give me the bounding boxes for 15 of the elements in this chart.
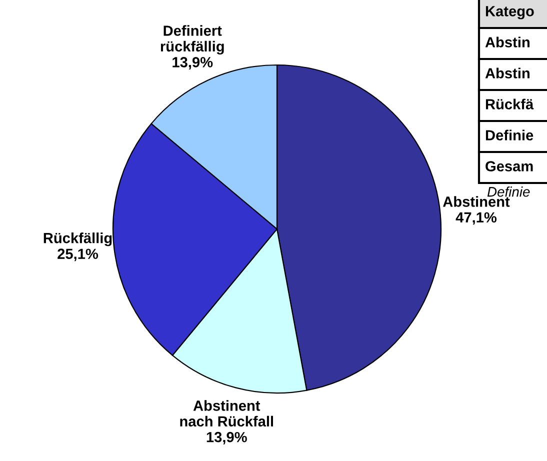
data-label: 25,1% (58, 248, 98, 262)
text: Katego (486, 6, 534, 20)
text: Definie (486, 130, 534, 140)
text: Gesam (486, 161, 533, 172)
slice-label: Abstinent nach Rückfall (180, 400, 274, 427)
slice-label: Abstinent (442, 196, 510, 207)
slice-label: Definiert rückfällig (160, 25, 224, 55)
data-label: 13,9% (172, 57, 213, 70)
data-label: 13,9% (206, 432, 247, 444)
text: Rückfä (486, 98, 534, 110)
data-label: 47,1% (456, 212, 497, 225)
text: Definie (487, 186, 530, 197)
text: Abstin (485, 36, 530, 48)
text: Abstin (485, 68, 530, 78)
slice-label: Rückfällig (44, 232, 112, 246)
